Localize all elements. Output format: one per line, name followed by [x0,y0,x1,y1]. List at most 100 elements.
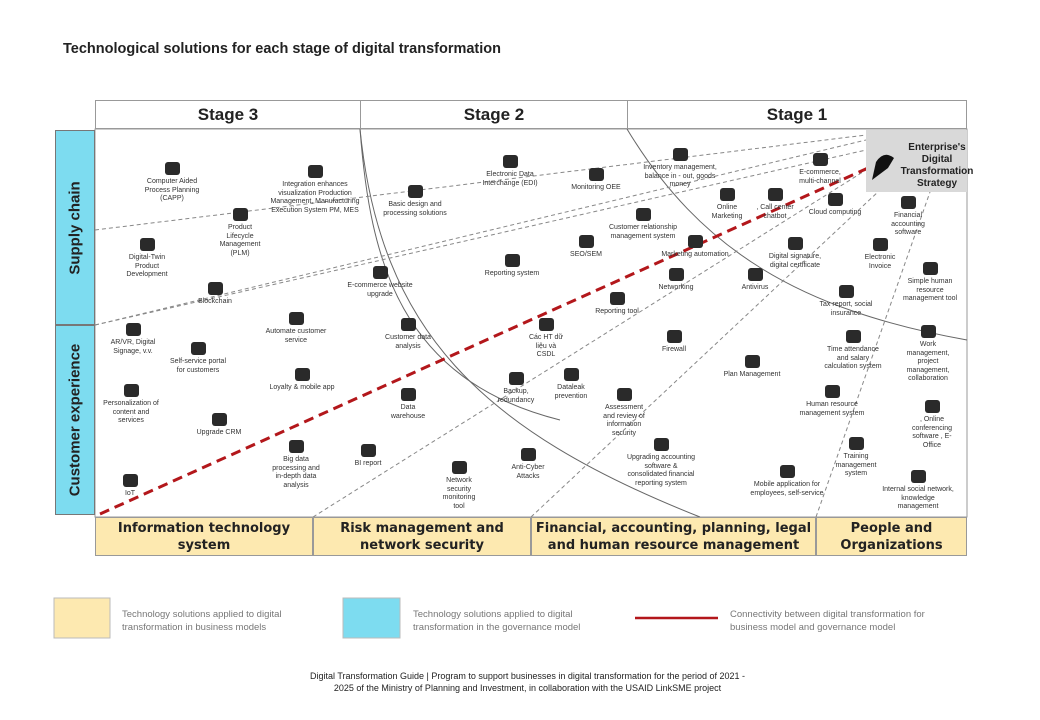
item-label: Firewall [661,346,687,353]
icon [508,372,524,385]
solution-item: E-commerce website upgrade [340,266,420,299]
icon [767,188,783,201]
icon [211,413,227,426]
solution-item: Human resource management system [797,385,867,418]
curve [359,128,561,421]
solution-item: E-commerce, multi-channel [795,153,845,186]
stage: Stage 2 [360,100,628,129]
icon [578,235,594,248]
icon [653,438,669,451]
curve [359,128,701,518]
item-label: Financial accounting software [891,212,925,236]
solution-item: Electronic Invoice [858,238,903,271]
solution-item: Mobile application for employees, self-s… [750,465,825,498]
solution-item: Tax report, social insurance [816,285,876,318]
item-label: Online Marketing [711,204,743,220]
item-label: Reporting system [484,270,540,277]
item-label: Training management system [835,453,877,477]
solution-item: Marketing automation [655,235,735,260]
solution-item: Customer relationship management system [603,208,683,241]
side-label: Customer experience [66,343,84,497]
icon [294,368,310,381]
icon [910,470,926,483]
solution-item: Cloud computing [805,193,865,218]
icon [407,185,423,198]
solution-item: Inventory management, balance in - out, … [638,148,723,190]
solution-item: IoT [115,474,145,499]
item-label: Integration enhances visualization Produ… [270,181,360,214]
connectivity-line [99,166,869,516]
category: People and Organizations [816,517,967,556]
icon [666,330,682,343]
icon [824,385,840,398]
item-label: , Call center chatbot [756,204,794,220]
solution-item: AR/VR, Digital Signage, v.v. [106,323,161,356]
icon [920,325,936,338]
icon [502,155,518,168]
icon [787,237,803,250]
item-label: Digital-Twin Product Development [126,254,168,278]
solution-item: Các HT dữ liệu và CSDL [526,318,566,360]
icon [520,448,536,461]
solution-item: Electronic Data Interchange (EDI) [480,155,540,188]
solution-item: Self-service portal for customers [168,342,228,375]
solution-item: Digital-Twin Product Development [122,238,172,280]
side-box: Supply chain [55,130,95,325]
solution-item: Reporting tool [592,292,642,317]
solution-item: BI report [348,444,388,469]
legend-swatch [342,597,401,639]
solution-item: Firewall [654,330,694,355]
solution-item: Training management system [834,437,879,479]
item-label: Inventory management, balance in - out, … [643,164,717,188]
icon [563,368,579,381]
solution-item: , Online conferencing software , E-Offic… [905,400,960,450]
legend-label: Technology solutions applied to digital … [122,609,282,633]
item-label: Các HT dữ liệu và CSDL [528,334,564,358]
icon [307,165,323,178]
item-label: E-commerce website upgrade [347,282,413,298]
solution-item: Upgrade CRM [189,413,249,438]
item-label: Dataleak prevention [554,384,588,400]
icon [747,268,763,281]
icon [190,342,206,355]
icon [838,285,854,298]
category: Information technology system [95,517,313,556]
item-label: E-commerce, multi-channel [799,169,841,185]
item-label: Basic design and processing solutions [383,201,447,217]
item-label: Electronic Invoice [864,254,896,270]
icon [900,196,916,209]
item-label: Assessment and review of information sec… [603,404,645,437]
item-label: Digital signature, digital certificate [768,253,822,269]
icon [719,188,735,201]
solution-item: Work management, project management, col… [903,325,953,384]
item-label: Automate customer service [265,328,327,344]
legend-swatch [53,597,111,639]
solution-item: Integration enhances visualization Produ… [268,165,363,215]
stage: Stage 1 [627,100,967,129]
item-label: Time attendance and salary calculation s… [824,346,882,370]
icon [845,330,861,343]
item-label: Marketing automation [661,251,729,258]
solution-item: Computer Aided Process Planning (CAPP) [137,162,207,204]
category: Financial, accounting, planning, legal a… [531,517,816,556]
icon [922,262,938,275]
item-label: Customer relationship management system [608,224,678,240]
solution-item: Backup, redundancy [491,372,541,405]
item-label: SEO/SEM [570,251,602,258]
icon [372,266,388,279]
item-label: Monitoring OEE [571,184,621,191]
solution-item: Anti-Cyber Attacks [506,448,551,481]
item-label: Customer data analysis [385,334,431,350]
item-label: Antivirus [741,284,769,291]
item-label: IoT [124,490,136,497]
solution-item: Big data processing and in-depth data an… [269,440,324,490]
item-label: Anti-Cyber Attacks [511,464,545,480]
icon [635,208,651,221]
item-label: Upgrading accounting software & consolid… [626,454,696,487]
solution-item: Personalization of content and services [101,384,161,426]
icon [400,388,416,401]
item-label: Tax report, social insurance [819,301,873,317]
solution-item: Customer data analysis [381,318,436,351]
item-label: Electronic Data Interchange (EDI) [482,171,538,187]
